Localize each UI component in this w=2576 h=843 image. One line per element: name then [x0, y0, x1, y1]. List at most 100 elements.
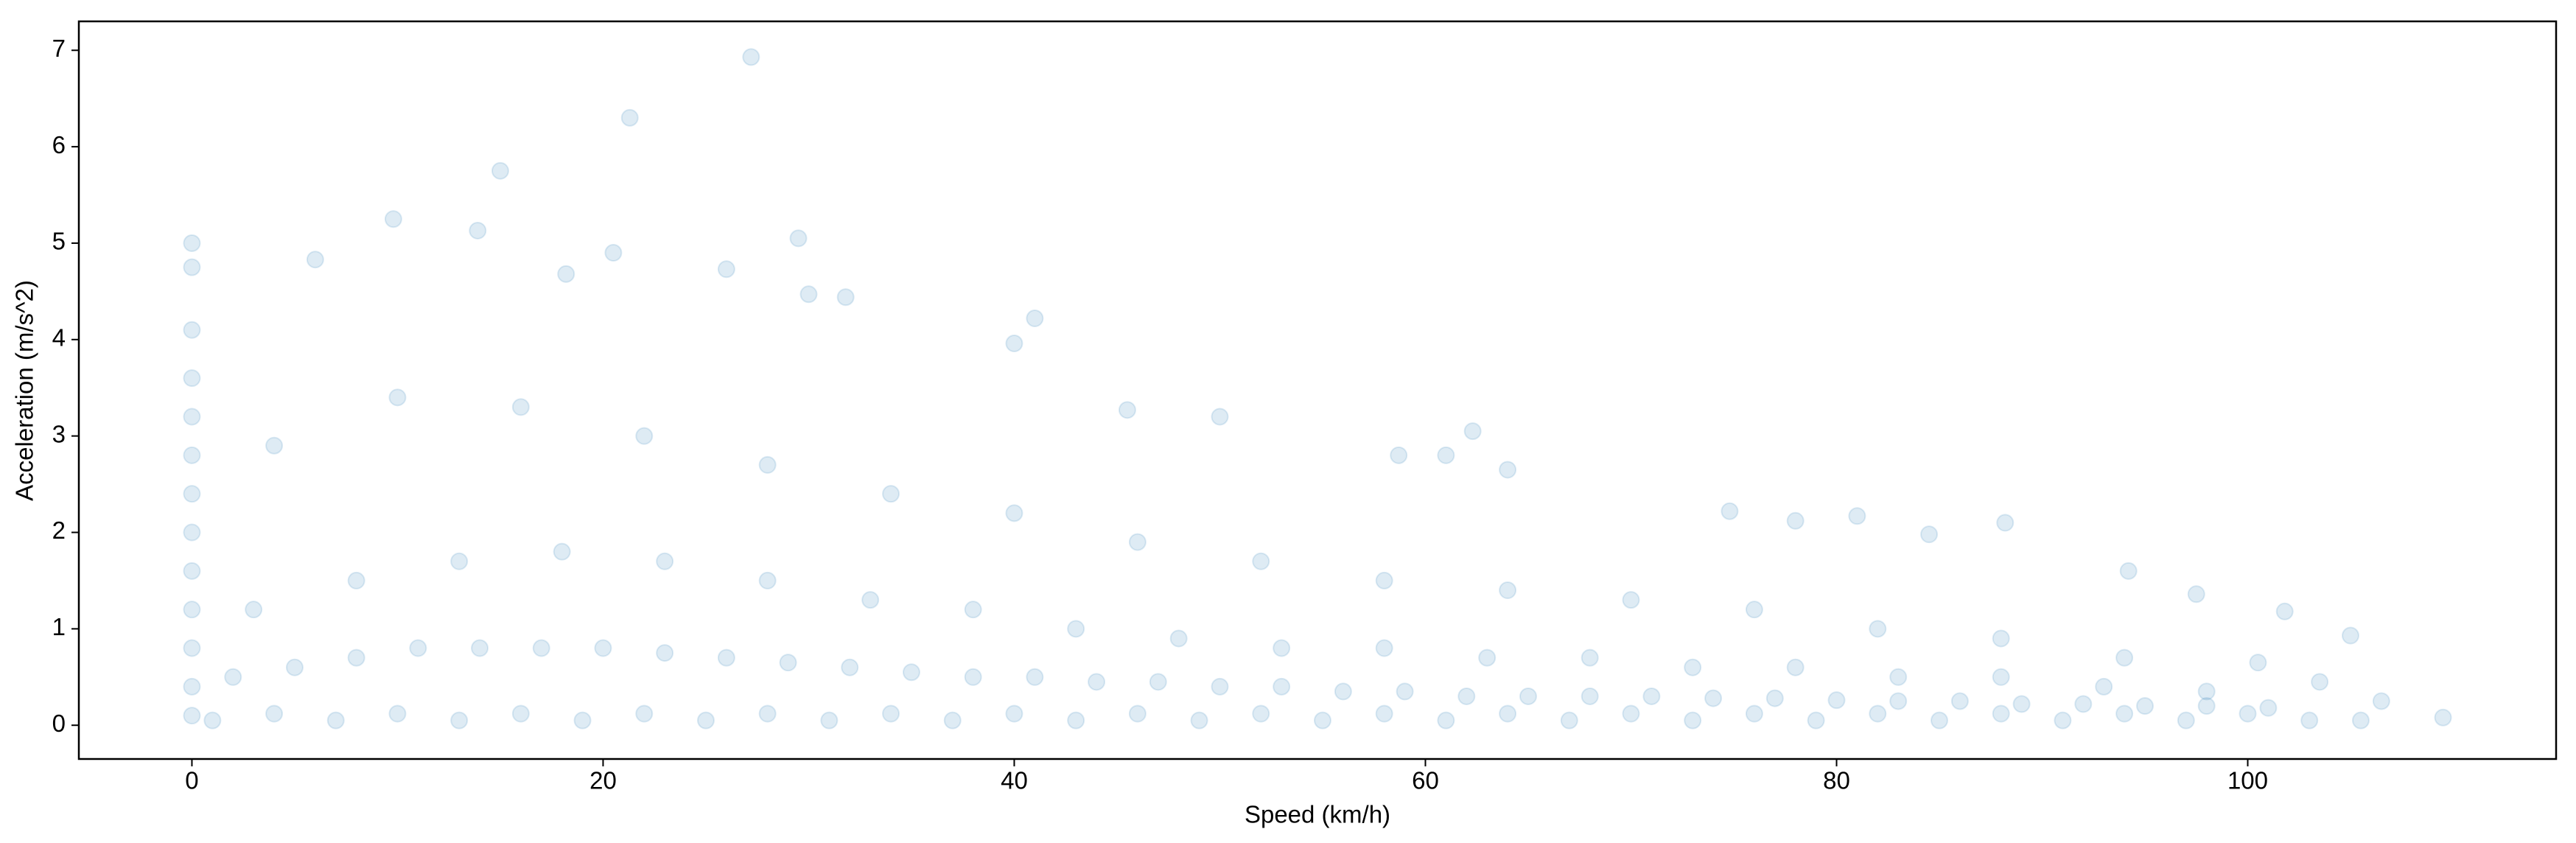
point	[717, 260, 735, 279]
point	[183, 321, 201, 339]
point	[183, 523, 201, 542]
point	[1273, 639, 1291, 657]
point	[388, 704, 407, 723]
point	[1005, 504, 1023, 522]
point	[1005, 335, 1023, 353]
point	[1149, 673, 1167, 691]
point	[779, 654, 797, 672]
point	[557, 265, 575, 283]
point	[1889, 668, 1908, 686]
point	[1005, 704, 1023, 723]
point	[1026, 309, 1044, 328]
point	[1721, 502, 1739, 520]
point	[1437, 711, 1455, 730]
point	[717, 648, 735, 667]
point	[450, 711, 469, 730]
point	[1118, 401, 1136, 419]
point	[1920, 525, 1939, 544]
point	[1684, 711, 1702, 730]
y-tick-label: 2	[52, 517, 66, 544]
point	[1704, 689, 1723, 707]
point	[183, 234, 201, 252]
point	[471, 639, 489, 657]
point	[1889, 692, 1908, 710]
point	[1396, 682, 1414, 701]
y-tick-label: 3	[52, 420, 66, 447]
point	[2135, 697, 2154, 716]
point	[1499, 704, 1517, 723]
point	[1478, 648, 1497, 667]
point	[183, 407, 201, 426]
point	[1169, 629, 1188, 648]
point	[882, 485, 900, 503]
point	[347, 571, 365, 590]
point	[2372, 692, 2390, 710]
point	[265, 436, 284, 455]
point	[306, 251, 324, 269]
point	[183, 677, 201, 696]
point	[604, 244, 623, 262]
point	[1996, 514, 2015, 532]
point	[2434, 708, 2452, 727]
point	[820, 711, 839, 730]
point	[1128, 533, 1147, 551]
point	[943, 711, 962, 730]
point	[573, 711, 592, 730]
point	[964, 668, 982, 686]
point	[326, 711, 345, 730]
point	[635, 427, 654, 445]
y-axis-label: Acceleration (m/s^2)	[11, 280, 38, 501]
y-tick-label: 6	[52, 131, 66, 158]
point	[594, 639, 612, 657]
point	[696, 711, 715, 730]
point	[799, 285, 818, 304]
point	[882, 704, 900, 723]
point	[245, 601, 263, 619]
point	[2311, 673, 2329, 691]
point	[2177, 711, 2195, 730]
point	[384, 210, 402, 228]
point	[2095, 677, 2113, 696]
point	[450, 552, 469, 570]
point	[1581, 687, 1599, 705]
point	[1499, 461, 1517, 479]
point	[183, 601, 201, 619]
point	[2351, 711, 2370, 730]
point	[1375, 639, 1393, 657]
point	[742, 48, 760, 66]
point	[2341, 626, 2359, 645]
point	[183, 258, 201, 276]
point	[183, 639, 201, 657]
point	[1745, 601, 1763, 619]
point	[1622, 591, 1640, 609]
point	[224, 668, 242, 686]
point	[409, 639, 427, 657]
point	[2197, 697, 2216, 716]
point	[758, 455, 777, 474]
point	[841, 658, 859, 676]
point	[1128, 704, 1147, 723]
y-tick-label: 4	[52, 324, 66, 351]
point	[2119, 562, 2138, 580]
y-tick-label: 0	[52, 710, 66, 737]
point	[183, 562, 201, 580]
point	[1992, 668, 2010, 686]
point	[1067, 711, 1085, 730]
point	[2012, 695, 2031, 713]
y-tick-label: 5	[52, 228, 66, 255]
point	[1211, 407, 1229, 426]
point	[2249, 654, 2267, 672]
point	[1560, 711, 1578, 730]
point	[1745, 704, 1763, 723]
point	[183, 446, 201, 464]
point	[1273, 677, 1291, 696]
point	[635, 704, 654, 723]
point	[861, 591, 880, 609]
point	[1684, 658, 1702, 676]
point	[388, 388, 407, 407]
point	[2239, 704, 2257, 723]
point	[1252, 552, 1270, 570]
point	[203, 711, 222, 730]
